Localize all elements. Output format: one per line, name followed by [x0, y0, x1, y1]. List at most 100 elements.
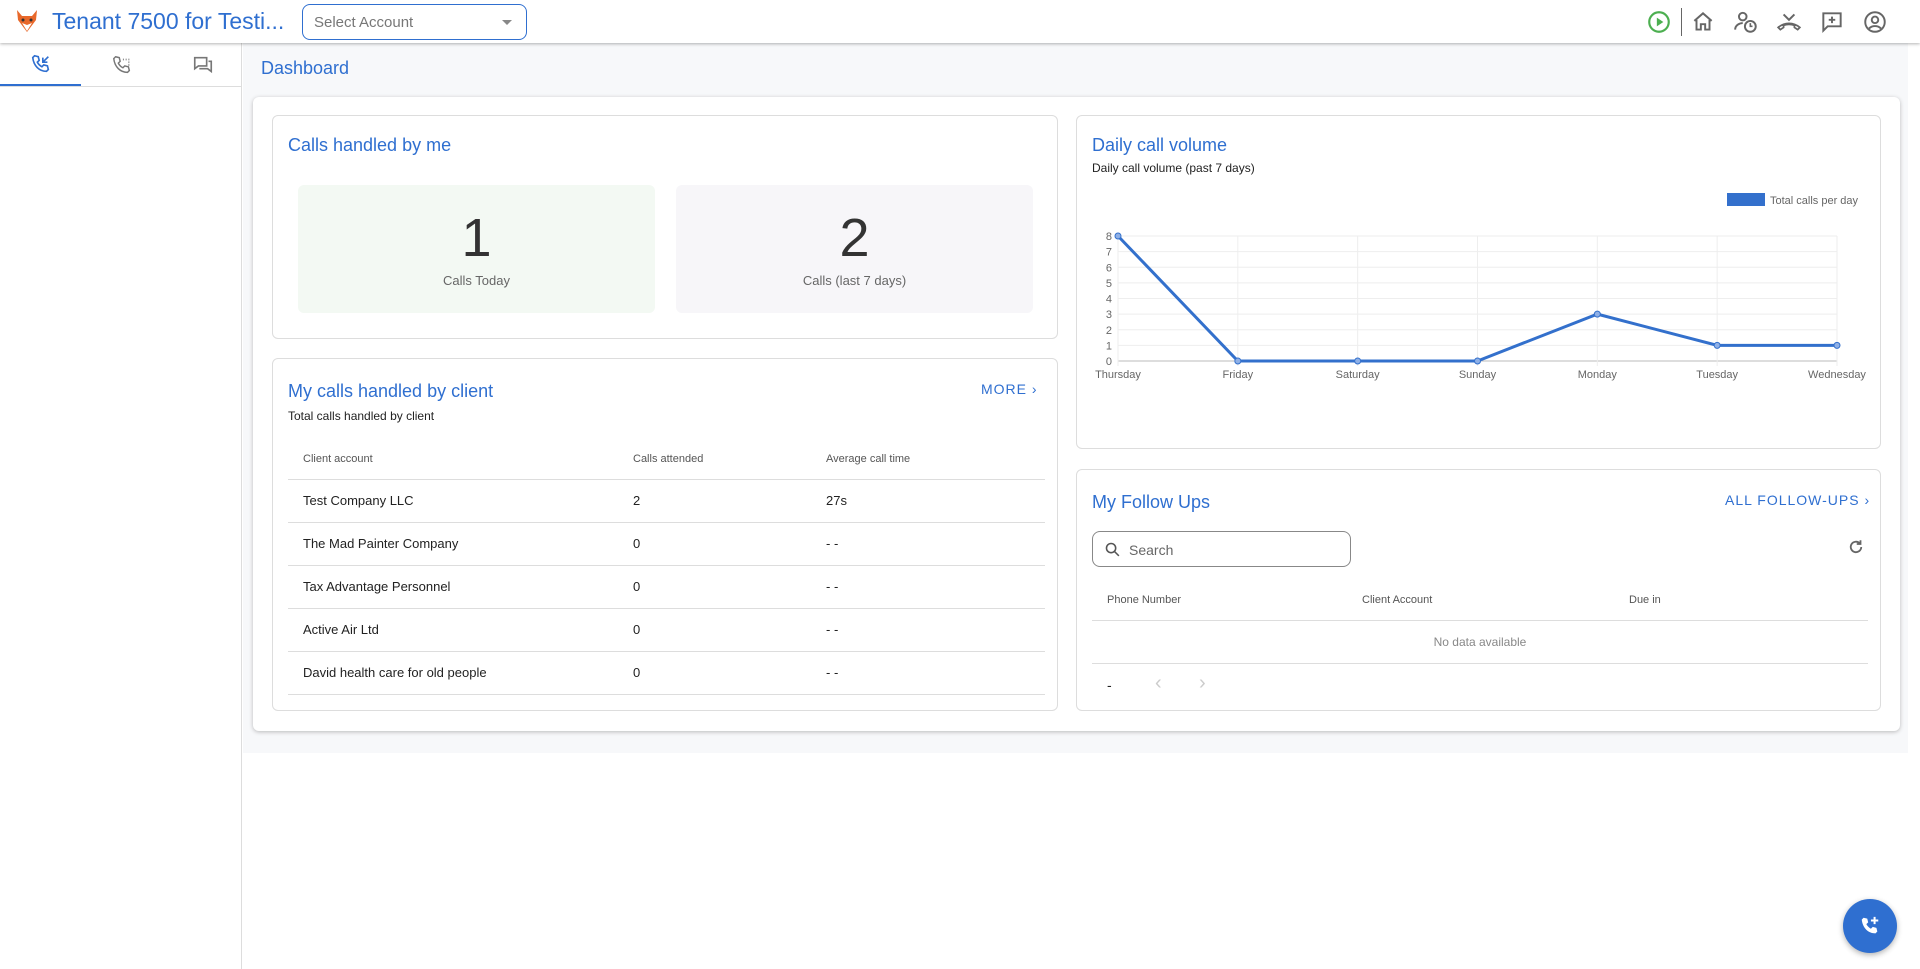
missed-call-icon[interactable] [1776, 9, 1802, 35]
table-row[interactable]: The Mad Painter Company 0- - [288, 522, 1045, 566]
x-tick-label: Friday [1223, 369, 1254, 381]
col-client: Client Account [1362, 580, 1629, 621]
calls-attended: 0 [633, 608, 826, 652]
card-title: Calls handled by me [288, 135, 452, 155]
table-row[interactable]: Tax Advantage Personnel 0- - [288, 565, 1045, 609]
data-point [1713, 341, 1721, 349]
top-bar: Tenant 7500 for Testi... Select Account [0, 0, 1920, 43]
data-point [1833, 341, 1841, 349]
y-tick-label: 0 [1106, 356, 1112, 368]
y-tick-label: 7 [1106, 247, 1112, 259]
card-subtitle: Daily call volume (past 7 days) [1092, 161, 1255, 175]
client-name: Tax Advantage Personnel [288, 565, 633, 609]
calls-handled-card: Calls handled by me 1 Calls Today 2 Calls … [272, 115, 1058, 339]
stat-label: Calls Today [443, 273, 510, 288]
chevron-down-icon [502, 20, 512, 30]
phone-dots-icon [112, 55, 130, 73]
y-tick-label: 8 [1106, 231, 1112, 243]
legend-label: Total calls per day [1770, 195, 1859, 207]
new-call-button[interactable] [1843, 899, 1897, 953]
x-tick-label: Wednesday [1808, 369, 1866, 381]
col-phone: Phone Number [1092, 580, 1362, 621]
add-comment-icon[interactable] [1819, 9, 1845, 35]
table-row[interactable]: David health care for old people 0- - [288, 651, 1045, 695]
search-icon [1105, 542, 1120, 557]
follow-ups-card: My Follow Ups ALL FOLLOW-UPS › Search Ph… [1076, 469, 1881, 711]
y-tick-label: 6 [1106, 262, 1112, 274]
prev-page-button[interactable]: ‹ [1155, 672, 1162, 694]
col-client: Client account [288, 439, 633, 480]
home-icon[interactable] [1690, 9, 1716, 35]
table-row[interactable]: Test Company LLC 2 27s [288, 479, 1045, 523]
y-tick-label: 3 [1106, 309, 1112, 321]
average-call-time: - - [826, 651, 1045, 695]
calls-by-client-card: My calls handled by client Total calls h… [272, 358, 1058, 711]
chat-icon [193, 56, 212, 73]
play-status-icon[interactable] [1646, 9, 1672, 35]
daily-call-volume-card: Daily call volume Daily call volume (pas… [1076, 115, 1881, 449]
x-tick-label: Saturday [1336, 369, 1381, 381]
card-title: Daily call volume [1092, 135, 1228, 155]
legend-swatch [1727, 193, 1765, 206]
data-point [1474, 357, 1481, 365]
breadcrumb-dashboard[interactable]: Dashboard [261, 58, 350, 78]
all-follow-ups-link[interactable]: ALL FOLLOW-UPS › [1725, 492, 1870, 508]
x-tick-label: Thursday [1095, 369, 1141, 381]
search-input[interactable]: Search [1092, 531, 1351, 567]
more-link[interactable]: MORE › [981, 381, 1038, 397]
table-row[interactable]: Active Air Ltd 0- - [288, 608, 1045, 652]
client-name: Active Air Ltd [288, 608, 633, 652]
add-call-icon [1861, 916, 1879, 934]
follow-ups-table: Phone Number Client Account Due in No data… [1092, 580, 1868, 664]
divider [0, 86, 242, 87]
card-subtitle: Total calls handled by client [288, 409, 435, 423]
more-label: MORE [981, 381, 1027, 397]
next-page-button[interactable]: › [1199, 672, 1206, 694]
stat-label: Calls (last 7 days) [802, 273, 907, 288]
client-name: The Mad Painter Company [288, 522, 633, 566]
tenant-title[interactable]: Tenant 7500 for Testi... [52, 8, 285, 34]
clients-table: Client account Calls attended Average call… [288, 439, 1045, 695]
y-tick-label: 4 [1106, 294, 1112, 306]
search-placeholder: Search [1129, 542, 1174, 558]
col-calls: Calls attended [633, 439, 826, 480]
y-tick-label: 5 [1106, 278, 1112, 290]
stat-calls-today: 1 Calls Today [298, 185, 655, 313]
average-call-time: - - [826, 565, 1045, 609]
data-point [1354, 357, 1362, 365]
refresh-icon[interactable] [1847, 538, 1865, 556]
stat-calls-week: 2 Calls (last 7 days) [676, 185, 1033, 313]
chevron-right-icon: › [1864, 492, 1871, 508]
incoming-call-icon [31, 54, 49, 72]
chevron-right-icon: › [1031, 381, 1038, 397]
calls-attended: 0 [633, 522, 826, 566]
line-chart: 0 1 2 3 4 5 6 7 8 Thursday Friday Saturday Sunday Mon… [1095, 193, 1866, 381]
client-name: David health care for old people [288, 651, 633, 695]
select-account-dropdown[interactable]: Select Account [302, 4, 527, 40]
y-tick-label: 2 [1106, 325, 1112, 337]
card-title: My calls handled by client [288, 381, 494, 401]
user-clock-icon[interactable] [1733, 9, 1759, 35]
average-call-time: - - [826, 608, 1045, 652]
calls-attended: 0 [633, 565, 826, 609]
x-tick-label: Sunday [1459, 369, 1497, 381]
x-tick-label: Tuesday [1696, 369, 1738, 381]
fox-logo [17, 10, 37, 32]
no-data-message: No data available [1092, 620, 1868, 664]
stat-value: 2 [839, 208, 870, 268]
stat-value: 1 [461, 208, 492, 268]
account-circle-icon[interactable] [1862, 9, 1888, 35]
y-tick-label: 1 [1106, 340, 1112, 352]
tab-chats[interactable] [162, 43, 243, 86]
sidebar [0, 43, 242, 969]
tab-incoming-calls[interactable] [0, 43, 81, 86]
average-call-time: - - [826, 522, 1045, 566]
data-point [1593, 310, 1601, 318]
col-due: Due in [1629, 580, 1868, 621]
pagination-range: - [1107, 677, 1112, 693]
average-call-time: 27s [826, 479, 1045, 523]
tab-call-history[interactable] [81, 43, 162, 86]
data-point [1234, 357, 1242, 365]
all-follow-ups-label: ALL FOLLOW-UPS [1725, 492, 1860, 508]
data-point [1114, 232, 1122, 240]
